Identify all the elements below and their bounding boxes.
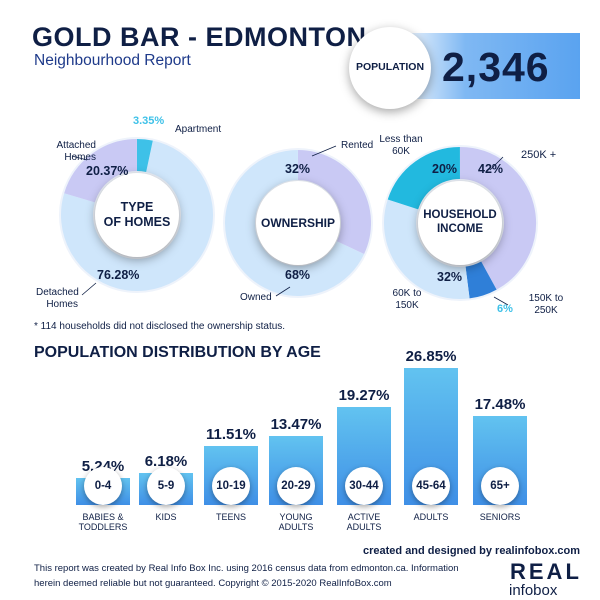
donut-slice-attached — [64, 139, 138, 204]
age-group-caption: BABIES & TODDLERS — [78, 512, 128, 533]
logo-real: REAL — [510, 559, 582, 584]
age-value-label: 26.85% — [405, 348, 457, 365]
age-range-badge: 65+ — [481, 467, 519, 505]
age-group-caption: TEENS — [215, 512, 246, 522]
donut-slice-60k-to-150k — [384, 199, 470, 299]
pct-60k-to-150k: 32% — [437, 270, 463, 284]
leader-lines — [71, 145, 509, 306]
ownership-note: * 114 households did not disclosed the o… — [34, 321, 286, 332]
age-value-label: 19.27% — [338, 386, 390, 404]
label-less-than-60k: Less than 60K — [379, 134, 423, 157]
donut-slice-250k-plus — [459, 147, 536, 290]
age-range-badge: 10-19 — [212, 467, 250, 505]
age-range-badge: 20-29 — [277, 467, 315, 505]
age-group-caption: SENIORS — [479, 512, 521, 522]
pct-250k-plus: 42% — [478, 162, 504, 176]
disclaimer-line-1: This report was created by Real Info Box… — [34, 563, 459, 574]
age-range-badge: 0-4 — [84, 467, 122, 505]
label-60k-to-150k: 60K to 150K — [392, 288, 422, 311]
pct-less-than-60k: 20% — [432, 162, 458, 176]
pct-rented: 32% — [285, 162, 311, 176]
label-apartment: Apartment — [175, 124, 222, 135]
donut-slice-detached — [61, 140, 213, 291]
age-range-badge: 30-44 — [345, 467, 383, 505]
label-attached-homes: Attached Homes — [56, 140, 96, 163]
donut-charts — [59, 137, 538, 301]
population-value: 2,346 — [442, 44, 550, 90]
label-detached-homes: Detached Homes — [36, 287, 79, 310]
label-250k-plus: 250K + — [521, 149, 557, 161]
donut-slice-rented — [297, 150, 371, 255]
page-subtitle: Neighbourhood Report — [34, 52, 191, 69]
donut-slice-owned — [225, 150, 365, 296]
age-value-label: 13.47% — [270, 416, 322, 434]
age-range-badge: 5-9 — [147, 467, 185, 505]
donut-center-household-income: HOUSEHOLD INCOME — [418, 181, 502, 265]
type-of-homes-title-2: OF HOMES — [103, 215, 171, 229]
income-title-1: HOUSEHOLD — [423, 209, 497, 222]
label-rented: Rented — [341, 140, 374, 151]
donut-slice-apartment — [136, 139, 153, 173]
age-value-label: 11.51% — [205, 426, 257, 444]
label-150k-to-250k: 150K to 250K — [528, 293, 564, 316]
pct-150k-to-250k: 6% — [497, 303, 513, 315]
pct-detached: 76.28% — [97, 268, 140, 282]
age-chart-title: POPULATION DISTRIBUTION BY AGE — [34, 344, 321, 361]
donut-center-ownership: OWNERSHIP — [256, 181, 340, 265]
credit-text: created and designed by realinfobox.com — [363, 545, 580, 557]
population-badge — [349, 27, 431, 109]
disclaimer-line-2: herein deemed reliable but not guarantee… — [34, 578, 392, 589]
age-group-caption: ACTIVE ADULTS — [346, 512, 382, 533]
ownership-title: OWNERSHIP — [260, 215, 335, 230]
pct-attached: 20.37% — [86, 164, 129, 178]
age-group-caption: KIDS — [155, 512, 177, 522]
population-label: POPULATION — [355, 61, 425, 73]
pct-owned: 68% — [285, 268, 311, 282]
pct-apartment: 3.35% — [133, 115, 165, 127]
label-owned: Owned — [240, 292, 272, 303]
age-range-badge: 45-64 — [412, 467, 450, 505]
income-title-2: INCOME — [436, 223, 483, 235]
donut-center-type-of-homes: TYPE OF HOMES — [95, 173, 179, 257]
age-group-caption: YOUNG ADULTS — [278, 512, 314, 533]
type-of-homes-title-1: TYPE — [120, 200, 154, 214]
donut-slice-less-than-60k — [387, 147, 461, 211]
age-group-caption: ADULTS — [413, 512, 449, 522]
logo-infobox: infobox — [509, 582, 558, 599]
donut-slice-150k-to-250k — [464, 261, 497, 299]
age-value-label: 6.18% — [144, 453, 188, 471]
page-title: GOLD BAR - EDMONTON — [32, 22, 367, 52]
age-value-label: 17.48% — [474, 395, 526, 413]
